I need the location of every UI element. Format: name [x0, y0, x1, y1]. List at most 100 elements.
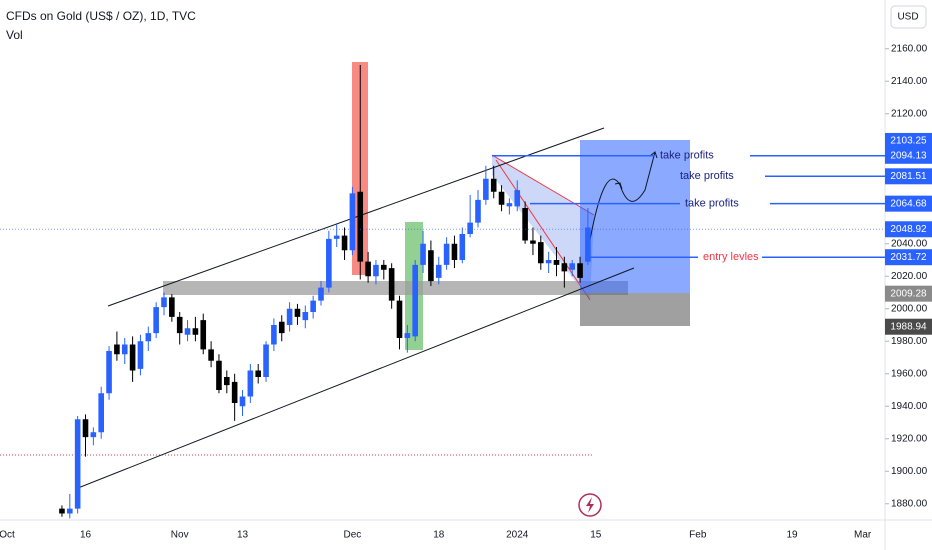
candle-body [585, 227, 591, 262]
candle-body [341, 235, 348, 251]
candle-body [231, 381, 238, 403]
candle-body [90, 432, 97, 438]
price-badge [885, 249, 932, 266]
candle-body [357, 191, 364, 262]
candle-body [216, 360, 222, 390]
x-tick-label: 18 [433, 530, 445, 541]
currency-button[interactable] [890, 5, 927, 29]
candle-body [59, 508, 65, 514]
candle-body [538, 242, 544, 264]
candle-body [121, 344, 128, 355]
candle-body [396, 300, 403, 338]
candle-body [129, 344, 136, 371]
price-badge [885, 221, 932, 238]
candle-body [561, 263, 568, 272]
arrow-head [614, 151, 658, 190]
x-tick-label: 16 [80, 530, 92, 541]
y-tick-label: 2000.00 [891, 303, 928, 314]
candle-body [553, 260, 560, 265]
candle-body [271, 325, 277, 345]
event-icon-bolt [586, 497, 594, 513]
candle-body [255, 370, 261, 377]
candle-body [192, 328, 199, 335]
price-badge [885, 285, 932, 302]
candle-body [475, 199, 481, 223]
price-badge-label: 2081.51 [890, 171, 927, 182]
y-tick-label: 1900.00 [891, 466, 928, 477]
price-badge [885, 147, 932, 164]
candle-body [530, 240, 536, 244]
candle-body [381, 264, 387, 270]
candle-body [326, 238, 332, 288]
candle-body [404, 333, 411, 338]
candle-body [98, 393, 104, 433]
candle-body [545, 260, 552, 264]
candle-body [67, 508, 73, 514]
candle-body [263, 344, 269, 377]
candle-body [467, 222, 473, 234]
candle-body [184, 328, 191, 335]
candle-body [373, 264, 379, 277]
price-badge-label: 2031.72 [890, 252, 927, 263]
candle-body [137, 341, 144, 369]
candle-body [286, 308, 293, 325]
price-badge-label: 2064.68 [890, 198, 927, 209]
candle-body [247, 370, 254, 397]
target-box [580, 140, 690, 293]
x-tick-label: 2024 [506, 530, 529, 541]
price-badge-label: 2009.28 [890, 288, 927, 299]
y-tick-label: 2020.00 [891, 271, 928, 282]
chart-title: CFDs on Gold (US$ / OZ), 1D, TVC [6, 9, 196, 23]
candle-body [365, 261, 371, 277]
candle-body [74, 419, 81, 509]
candles [59, 65, 591, 519]
candle-body [420, 243, 426, 265]
y-tick-label: 1980.00 [891, 336, 928, 347]
candle-body [82, 419, 89, 438]
price-badge [885, 132, 932, 149]
x-tick-label: 19 [786, 530, 798, 541]
x-tick-label: Feb [689, 530, 707, 541]
candle-body [239, 396, 246, 407]
candle-body [200, 320, 207, 350]
candle-body [169, 297, 175, 317]
candle-body [224, 377, 230, 386]
candle-body [145, 333, 152, 342]
candle-body [569, 263, 575, 270]
candle-body [333, 235, 340, 239]
stop-box [580, 293, 690, 326]
y-tick-label: 2120.00 [891, 108, 928, 119]
y-tick-label: 2160.00 [891, 43, 928, 54]
candle-body [522, 208, 528, 241]
y-tick-label: 1920.00 [891, 433, 928, 444]
y-tick-label: 2140.00 [891, 76, 928, 87]
candle-body [443, 243, 450, 265]
level-label: take profits [680, 170, 734, 182]
candle-body [106, 351, 112, 394]
channel-line [495, 159, 591, 301]
candle-body [318, 287, 324, 301]
candle-body [302, 312, 309, 321]
candle-body [114, 344, 120, 355]
channel-line [77, 267, 635, 489]
candle-body [161, 297, 167, 308]
candle-body [498, 191, 505, 205]
price-badge [885, 168, 932, 185]
candle-body [153, 307, 159, 334]
candle-body [506, 203, 513, 207]
candle-body [514, 190, 521, 207]
channel-line [107, 127, 605, 307]
x-tick-label: 13 [237, 530, 249, 541]
x-tick-label: Dec [344, 530, 362, 541]
candle-body [388, 268, 395, 301]
candle-body [451, 243, 458, 260]
currency: USD [897, 12, 918, 23]
level-label: take profits [685, 198, 739, 210]
candle-body [459, 234, 466, 260]
chart-subtitle: Vol [6, 28, 23, 42]
y-tick-label: 1960.00 [891, 368, 928, 379]
candle-body [428, 250, 434, 282]
